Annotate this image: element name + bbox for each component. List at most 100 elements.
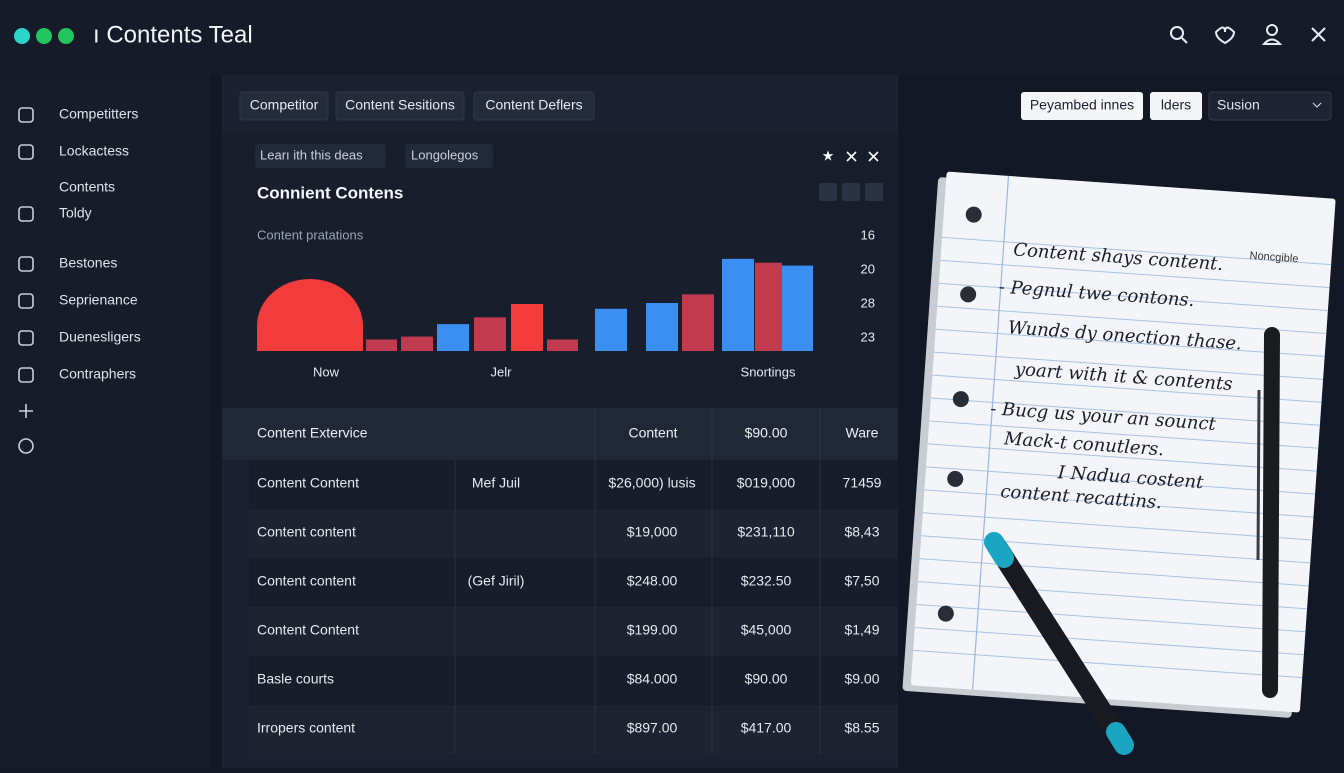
sidebar-item[interactable]: Contents [59,179,115,195]
sidebar-icon [18,256,34,272]
sidebar-icon [18,206,34,222]
sidebar-icon [18,367,34,383]
table-cell: $8.55 [844,720,879,736]
sidebar-item[interactable]: Competitters [59,106,138,122]
tab-label: Content Sesitions [345,97,455,113]
marker-cap [1106,722,1134,755]
user-icon[interactable] [1261,38,1283,45]
select[interactable] [1208,91,1332,121]
table-cell: $8,43 [844,524,879,540]
star-icon[interactable]: ★ [822,148,835,164]
close-icon[interactable] [1311,27,1326,42]
chart-tool[interactable] [819,183,837,201]
paper-rule [925,466,1316,495]
table-row [249,460,898,509]
pen [1262,327,1280,698]
select-label: Susion [1217,97,1260,113]
button[interactable] [1150,92,1202,120]
sidebar-icon [18,293,34,309]
paper-rule [934,351,1324,380]
table-row [249,705,898,754]
button-label: lders [1161,97,1191,113]
button[interactable] [1021,92,1143,120]
header-cell: Content Extervice [257,425,368,441]
paper-rule [938,282,1328,312]
dot [58,28,74,44]
header-cell: Content [628,425,677,441]
sidebar-item[interactable]: Duenesligers [59,329,141,345]
chart-tool[interactable] [865,183,883,201]
paper-margin [971,175,1010,690]
table-cell: $26,000) lusis [608,475,695,491]
side-label: 23 [861,329,875,344]
table-cell: Content Content [257,622,359,638]
paper-hole [960,286,977,303]
table-cell: Basle courts [257,671,334,687]
table-cell: $231,110 [737,524,795,540]
bar [511,303,543,351]
sidebar-icon [18,107,34,123]
bar [474,317,506,351]
sidebar-item[interactable]: Seprienance [59,292,138,308]
table-cell: $1,49 [844,622,879,638]
table-cell: $84.000 [627,671,678,687]
paper-rule [916,604,1306,633]
search-icon[interactable] [1170,26,1184,40]
tab[interactable] [473,91,595,121]
table-cell: $90.00 [745,671,788,687]
bar [755,262,782,351]
sidebar-item[interactable]: Contraphers [59,366,136,382]
chart-tool[interactable] [842,183,860,201]
heart-icon[interactable] [1214,26,1236,45]
table-cell: $897.00 [627,720,678,736]
table-row [249,656,898,705]
marker-cap [984,532,1014,568]
add-icon [19,404,33,418]
side-label: 20 [861,261,875,276]
paper-rule [913,649,1303,679]
paper-rule [937,305,1327,334]
paper-hole [937,605,954,622]
sidebar-item[interactable]: Bestones [59,255,117,271]
table-cell: $45,000 [741,622,792,638]
paper-hole [947,470,964,487]
x-label: Jelr [491,364,513,379]
table-cell: $7,50 [844,573,879,589]
sidebar-icon [18,144,34,160]
bar [722,258,754,351]
sidebar-icon [18,330,34,346]
tag-chip[interactable] [405,144,493,168]
paper-rule [914,626,1304,656]
table-cell: 71459 [843,475,882,491]
sidebar [0,75,210,768]
table-cell: Content content [257,524,356,540]
close-icons[interactable] [846,151,879,162]
filter-dropdown[interactable] [255,144,386,168]
search-icon[interactable] [1181,37,1188,44]
sidebar-item[interactable]: Lockactess [59,143,129,159]
chart-title: Connient Contens [257,183,403,202]
table-cell: $019,000 [737,475,796,491]
paper-rule [922,512,1312,541]
table-cell: Mef Juil [472,475,520,491]
table-header [222,408,898,460]
pen-clip [1256,389,1261,561]
tab-label: Competitor [250,97,319,113]
header-cell: Ware [846,425,879,441]
paper-rule [917,581,1308,610]
tab[interactable] [335,91,465,121]
dot [36,28,52,44]
paper-rule [935,328,1325,357]
paper-hole [965,206,982,223]
table-cell: $417.00 [741,720,792,736]
table-cell: $248.00 [627,573,678,589]
select-caret [1312,102,1322,108]
sidebar-item[interactable]: Toldy [59,205,92,221]
tab[interactable] [239,91,329,121]
table-cell: $19,000 [627,524,678,540]
user-icon[interactable] [1266,24,1278,36]
paper-rule [927,443,1317,472]
x-label: Snortings [741,364,796,379]
paper-rule [924,489,1314,518]
